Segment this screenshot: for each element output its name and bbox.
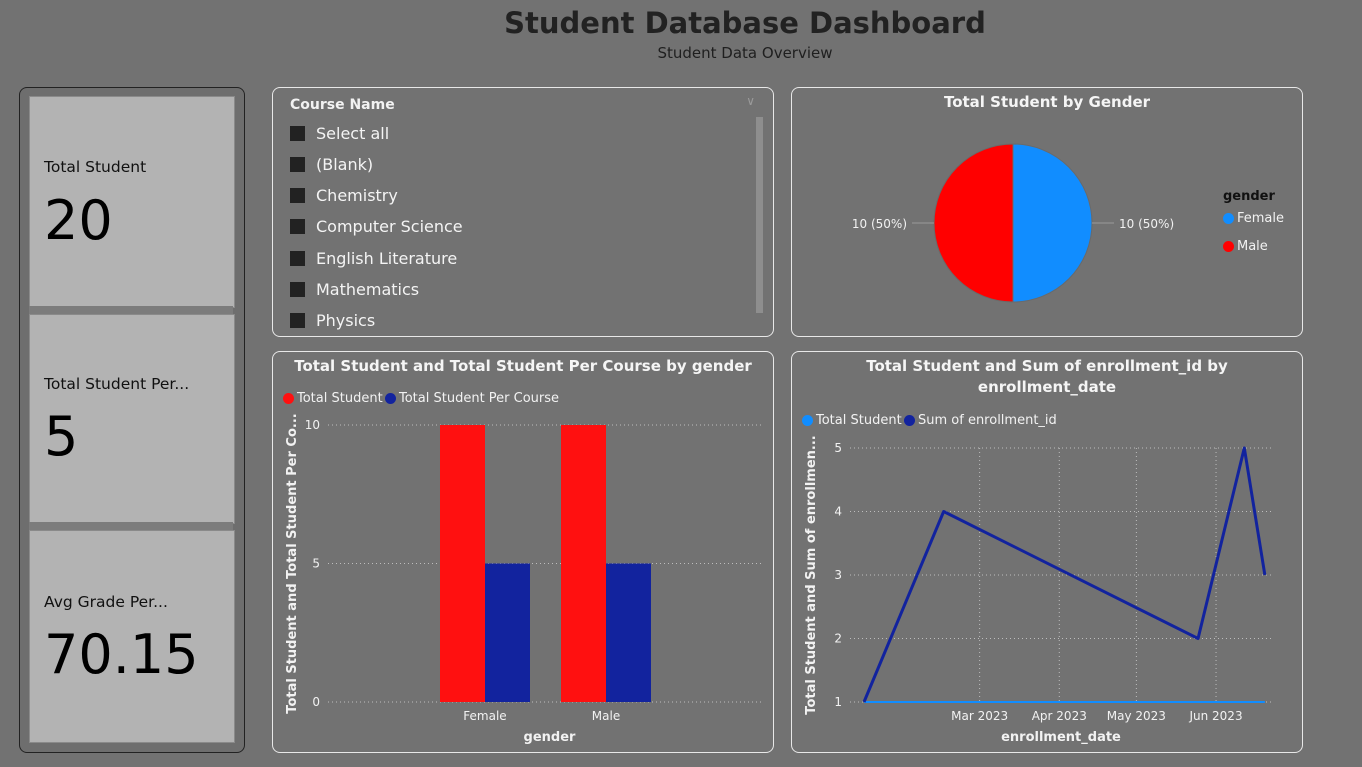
- kpi-card-total-student[interactable]: Total Student 20: [29, 96, 235, 308]
- kpi-card-avg-grade[interactable]: Avg Grade Per... 70.15: [29, 530, 235, 743]
- x-tick-label: Apr 2023: [1032, 709, 1087, 723]
- y-tick-label: 0: [312, 695, 320, 709]
- checkbox[interactable]: [290, 187, 305, 203]
- x-tick-label: Jun 2023: [1188, 709, 1242, 723]
- pie-data-label: 10 (50%): [852, 217, 907, 231]
- checkbox[interactable]: [290, 250, 305, 266]
- gender-pie-card: Total Student by Gender 10 (50%) 10 (50%)…: [791, 87, 1303, 337]
- bar-chart: 0 5 10 Female Male gender Total Student and To…: [285, 413, 761, 745]
- bar-female-total-student: [440, 425, 485, 702]
- y-tick-label: 5: [312, 557, 320, 571]
- legend-dot: [283, 393, 294, 404]
- y-axis-title: Total Student and Total Student Per Co..…: [285, 413, 300, 713]
- legend-item-enrollment-id[interactable]: Sum of enrollment_id: [904, 413, 1057, 428]
- kpi-label: Avg Grade Per...: [44, 593, 168, 611]
- y-tick-label: 1: [834, 695, 842, 709]
- pie-slice-male: [933, 143, 1014, 303]
- chart-title-line2: enrollment_date: [977, 378, 1117, 396]
- legend-item-per-course[interactable]: Total Student Per Course: [385, 391, 559, 406]
- chart-title: Total Student by Gender: [943, 93, 1151, 111]
- slicer-item-chemistry[interactable]: Chemistry: [290, 184, 398, 206]
- course-slicer: Course Name ∨ Select all (Blank) Chemist…: [272, 87, 774, 337]
- pie-chart: 10 (50%) 10 (50%): [852, 143, 1174, 303]
- x-tick-label: Female: [463, 709, 506, 723]
- kpi-value: 70.15: [44, 623, 199, 686]
- slicer-title: Course Name: [290, 97, 395, 113]
- legend-label: Total Student Per Course: [399, 391, 560, 406]
- legend-item-male[interactable]: Male: [1223, 239, 1268, 254]
- kpi-label: Total Student: [44, 158, 147, 176]
- slicer-item-label: Chemistry: [316, 185, 398, 205]
- slicer-item-computer-science[interactable]: Computer Science: [290, 215, 463, 237]
- kpi-divider: [29, 522, 233, 530]
- slicer-item-label: Select all: [316, 123, 390, 143]
- bar-female-per-course: [485, 563, 530, 702]
- kpi-card-student-per-course[interactable]: Total Student Per... 5: [29, 314, 235, 524]
- legend-dot: [1223, 213, 1234, 224]
- legend-label: Total Student: [816, 413, 902, 428]
- legend-item-total-student[interactable]: Total Student: [802, 413, 902, 428]
- chart-title: Total Student and Total Student Per Cour…: [294, 357, 752, 375]
- legend-label: Female: [1237, 211, 1285, 226]
- x-axis-title: gender: [524, 730, 577, 745]
- legend-dot: [385, 393, 396, 404]
- x-tick-label: May 2023: [1107, 709, 1166, 723]
- chart-title: Total Student and Sum of enrollment_id b…: [866, 357, 1228, 375]
- y-axis-title: Total Student and Sum of enrollmen...: [804, 435, 819, 714]
- line-chart: 1 2 3 4 5 Mar 2023 Apr 2023 May 2023 Jun 2023 enr…: [804, 435, 1272, 745]
- legend-label: Male: [1237, 239, 1268, 254]
- slicer-item-label: English Literature: [316, 248, 458, 268]
- slicer-item-english-literature[interactable]: English Literature: [290, 247, 457, 269]
- bar-male-per-course: [606, 563, 651, 702]
- slicer-item-label: (Blank): [316, 154, 374, 174]
- checkbox[interactable]: [290, 218, 305, 234]
- checkbox[interactable]: [290, 125, 305, 141]
- y-tick-label: 10: [305, 418, 320, 432]
- gender-bar-card: Total Student and Total Student Per Cour…: [272, 351, 774, 753]
- series-line-enrollment-id: [862, 446, 1267, 703]
- legend-dot: [1223, 241, 1234, 252]
- slicer-item-blank[interactable]: (Blank): [290, 153, 373, 175]
- x-tick-label: Mar 2023: [951, 709, 1008, 723]
- kpi-value: 20: [44, 189, 113, 252]
- page-subtitle: Student Data Overview: [657, 44, 833, 62]
- pie-data-label: 10 (50%): [1119, 217, 1174, 231]
- checkbox[interactable]: [290, 156, 305, 172]
- y-tick-label: 4: [834, 505, 842, 519]
- legend-item-total-student[interactable]: Total Student: [283, 391, 383, 406]
- slicer-item-label: Mathematics: [316, 279, 420, 299]
- slicer-item-label: Computer Science: [316, 216, 463, 236]
- enrollment-line-card: Total Student and Sum of enrollment_id b…: [791, 351, 1303, 753]
- x-axis-title: enrollment_date: [1001, 730, 1121, 745]
- kpi-panel: Total Student 20 Total Student Per... 5 …: [19, 87, 245, 753]
- legend-item-female[interactable]: Female: [1223, 211, 1284, 226]
- slicer-scrollbar[interactable]: [756, 117, 763, 313]
- slicer-item-physics[interactable]: Physics: [290, 309, 375, 331]
- legend-dot: [904, 415, 915, 426]
- pie-slice-female: [1012, 143, 1093, 303]
- kpi-label: Total Student Per...: [44, 375, 190, 393]
- y-tick-label: 3: [834, 568, 842, 582]
- y-tick-label: 2: [834, 632, 842, 646]
- legend-label: Total Student: [297, 391, 383, 406]
- legend-dot: [802, 415, 813, 426]
- kpi-divider: [29, 306, 233, 314]
- kpi-value: 5: [44, 405, 79, 468]
- legend-label: Sum of enrollment_id: [918, 413, 1057, 428]
- checkbox[interactable]: [290, 312, 305, 328]
- slicer-item-select-all[interactable]: Select all: [290, 122, 389, 144]
- slicer-item-label: Physics: [316, 310, 376, 330]
- slicer-item-mathematics[interactable]: Mathematics: [290, 278, 419, 300]
- legend-title: gender: [1223, 189, 1275, 204]
- y-tick-label: 5: [834, 441, 842, 455]
- checkbox[interactable]: [290, 281, 305, 297]
- chevron-down-icon[interactable]: ∨: [746, 94, 755, 108]
- page-title: Student Database Dashboard: [504, 6, 986, 40]
- bar-male-total-student: [561, 425, 606, 702]
- x-tick-label: Male: [592, 709, 620, 723]
